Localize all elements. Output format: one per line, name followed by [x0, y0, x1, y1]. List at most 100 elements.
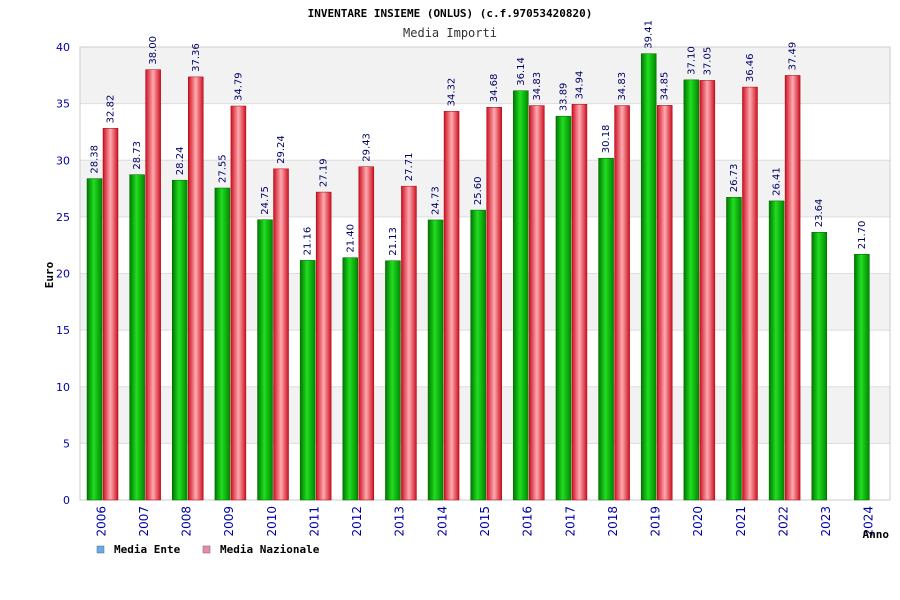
legend-swatch — [96, 545, 105, 554]
y-tick-label: 10 — [56, 381, 70, 394]
value-label: 39.41 — [644, 20, 655, 49]
bar-media-ente — [513, 90, 529, 501]
x-tick-label: 2021 — [734, 506, 748, 537]
x-tick-label: 2015 — [478, 506, 492, 537]
value-label: 38.00 — [148, 36, 159, 65]
x-tick-label: 2022 — [776, 506, 790, 537]
bar-media-nazionale — [614, 105, 630, 501]
x-tick-label: 2012 — [350, 506, 364, 537]
bar-media-nazionale — [358, 166, 375, 501]
x-tick-label: 2011 — [307, 506, 321, 537]
value-label: 27.19 — [319, 158, 330, 187]
bar-media-ente — [598, 157, 614, 501]
value-label: 36.14 — [516, 57, 527, 86]
bar-media-nazionale — [273, 168, 289, 501]
bar-media-nazionale — [571, 104, 588, 501]
x-tick-label: 2008 — [180, 506, 194, 537]
bar-media-nazionale — [699, 80, 716, 501]
chart-subtitle: Media Importi — [403, 26, 497, 40]
value-label: 36.46 — [745, 53, 756, 82]
bar-media-nazionale — [486, 106, 502, 501]
x-tick-label: 2014 — [435, 506, 449, 537]
x-tick-label: 2013 — [393, 506, 407, 537]
bar-media-ente — [129, 174, 145, 501]
bar-media-nazionale — [230, 105, 247, 501]
x-tick-label: 2016 — [521, 506, 535, 537]
value-label: 29.24 — [276, 135, 287, 164]
bar-media-ente — [811, 232, 827, 501]
bar-media-nazionale — [102, 128, 119, 501]
bar-media-ente — [470, 209, 486, 501]
value-label: 34.83 — [532, 72, 543, 101]
y-axis-label: Euro — [43, 261, 56, 288]
y-tick-label: 25 — [56, 211, 70, 224]
bar-media-nazionale — [656, 105, 673, 501]
x-tick-label: 2009 — [222, 506, 236, 537]
bar-media-nazionale — [784, 75, 801, 501]
bar-media-ente — [214, 187, 231, 501]
value-label: 23.64 — [814, 199, 825, 228]
value-label: 37.49 — [788, 42, 799, 71]
bar-media-nazionale — [401, 185, 417, 501]
x-axis-label: Anno — [863, 528, 890, 541]
bar-media-ente — [854, 253, 870, 501]
value-label: 21.70 — [857, 221, 868, 250]
bars — [86, 53, 870, 501]
x-tick-label: 2019 — [649, 506, 663, 537]
x-tick-label: 2010 — [265, 506, 279, 537]
y-axis-ticks: 0 5 10 15 20 25 30 35 40 — [56, 41, 70, 507]
y-tick-label: 30 — [56, 154, 70, 167]
value-label: 33.89 — [558, 83, 569, 112]
x-tick-label: 2017 — [563, 506, 577, 537]
y-tick-label: 40 — [56, 41, 70, 54]
bar-media-nazionale — [443, 111, 460, 501]
value-label: 21.13 — [388, 227, 399, 256]
value-label: 29.43 — [361, 133, 372, 162]
y-tick-label: 20 — [56, 268, 70, 281]
legend-label: Media Nazionale — [220, 543, 320, 556]
value-label: 34.32 — [447, 78, 458, 107]
value-labels: 28.38 32.82 28.73 38.00 28.24 37.36 27.55 34.79… — [90, 20, 868, 256]
bar-media-ente — [726, 197, 742, 501]
value-label: 25.60 — [473, 176, 484, 205]
x-tick-label: 2007 — [137, 506, 151, 537]
bar-media-nazionale — [529, 105, 545, 501]
bar-media-ente — [555, 115, 572, 501]
value-label: 26.73 — [729, 164, 740, 193]
bar-media-ente — [640, 53, 657, 501]
value-label: 28.73 — [132, 141, 143, 170]
value-label: 34.83 — [617, 72, 628, 101]
value-label: 32.82 — [106, 95, 117, 124]
legend-label: Media Ente — [114, 543, 181, 556]
chart-title: INVENTARE INSIEME (ONLUS) (c.f.970534208… — [308, 7, 593, 20]
value-label: 34.94 — [574, 71, 585, 100]
bar-media-nazionale — [188, 76, 204, 501]
legend-swatch — [202, 545, 211, 554]
bar-media-ente — [299, 260, 316, 501]
value-label: 27.55 — [217, 154, 228, 183]
value-label: 37.05 — [702, 47, 713, 76]
x-tick-label: 2023 — [819, 506, 833, 537]
bar-media-nazionale — [315, 191, 332, 501]
bar-media-nazionale — [145, 69, 161, 501]
bar-media-ente — [427, 219, 444, 501]
value-label: 28.38 — [90, 145, 101, 174]
bar-media-ente — [768, 200, 785, 501]
bar-media-ente — [86, 178, 103, 501]
legend: Media Ente Media Nazionale — [96, 543, 320, 556]
y-tick-label: 0 — [63, 494, 70, 507]
bar-media-ente — [342, 257, 359, 501]
value-label: 37.10 — [686, 46, 697, 75]
bar-media-ente — [172, 179, 188, 501]
x-axis-ticks: 2006 2007 2008 2009 2010 2011 2012 2013 2014 2015… — [94, 506, 875, 537]
bar-media-nazionale — [742, 86, 758, 501]
bar-media-ente — [683, 79, 700, 501]
bar-media-ente — [385, 260, 401, 501]
value-label: 24.73 — [431, 186, 442, 215]
value-label: 30.18 — [601, 125, 612, 154]
value-label: 28.24 — [175, 147, 186, 176]
value-label: 26.41 — [772, 167, 783, 196]
x-tick-label: 2024 — [862, 506, 876, 537]
x-tick-label: 2006 — [94, 506, 108, 537]
